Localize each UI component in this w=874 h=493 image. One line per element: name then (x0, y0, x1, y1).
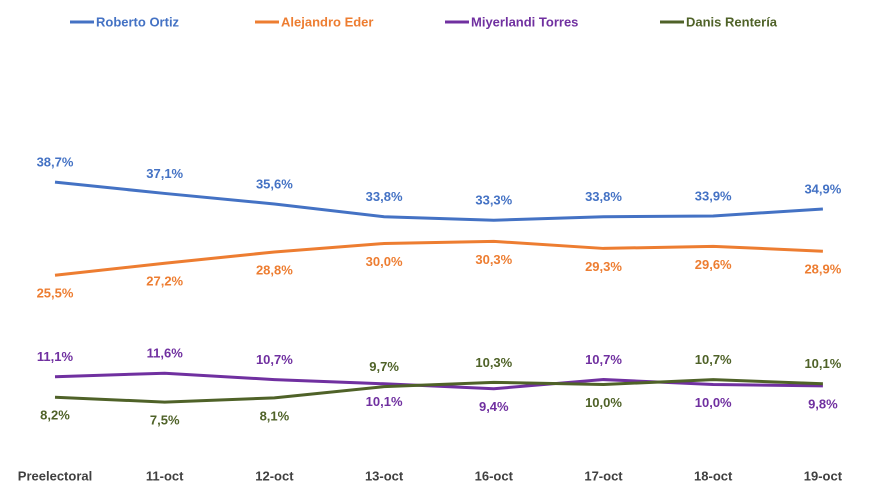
data-label: 37,1% (146, 166, 183, 181)
data-label: 30,0% (366, 254, 403, 269)
data-label: 33,9% (695, 188, 732, 203)
x-tick-label: 16-oct (475, 468, 514, 483)
data-label: 9,4% (479, 399, 509, 414)
data-label: 9,7% (369, 359, 399, 374)
data-label: 27,2% (146, 274, 183, 289)
data-label: 11,6% (147, 346, 184, 361)
data-label: 33,8% (366, 189, 403, 204)
data-label: 10,7% (256, 352, 293, 367)
series-line (54, 180, 823, 222)
series-line (54, 239, 823, 277)
data-label: 33,3% (475, 193, 512, 208)
x-tick-label: 12-oct (255, 468, 294, 483)
legend-label: Danis Rentería (686, 14, 778, 29)
series-line (54, 371, 823, 391)
data-label: 8,1% (260, 408, 290, 423)
data-label: 33,8% (585, 189, 622, 204)
data-label: 34,9% (804, 181, 841, 196)
data-label: 10,0% (585, 395, 622, 410)
x-tick-label: 17-oct (584, 468, 623, 483)
series-line (54, 378, 823, 404)
data-label: 30,3% (475, 252, 512, 267)
data-label: 10,1% (804, 356, 841, 371)
data-label: 25,5% (37, 286, 74, 301)
data-label: 29,3% (585, 259, 622, 274)
data-label: 38,7% (37, 155, 74, 170)
data-label: 9,8% (808, 396, 838, 411)
x-tick-label: 19-oct (804, 468, 843, 483)
legend-label: Roberto Ortiz (96, 14, 180, 29)
data-label: 10,7% (695, 352, 732, 367)
data-label: 10,3% (475, 355, 512, 370)
legend-label: Alejandro Eder (281, 14, 373, 29)
x-tick-label: 13-oct (365, 468, 404, 483)
data-label: 28,8% (256, 262, 293, 277)
data-label: 8,2% (40, 408, 70, 423)
data-label: 7,5% (150, 413, 180, 428)
data-label: 10,7% (585, 352, 622, 367)
data-label: 10,1% (366, 394, 403, 409)
x-tick-label: 18-oct (694, 468, 733, 483)
x-tick-label: Preelectoral (18, 468, 92, 483)
data-label: 29,6% (695, 257, 732, 272)
legend-label: Miyerlandi Torres (471, 14, 578, 29)
x-tick-label: 11-oct (146, 468, 184, 483)
data-label: 11,1% (37, 349, 74, 364)
data-label: 28,9% (804, 262, 841, 277)
data-label: 35,6% (256, 176, 293, 191)
data-label: 10,0% (695, 395, 732, 410)
